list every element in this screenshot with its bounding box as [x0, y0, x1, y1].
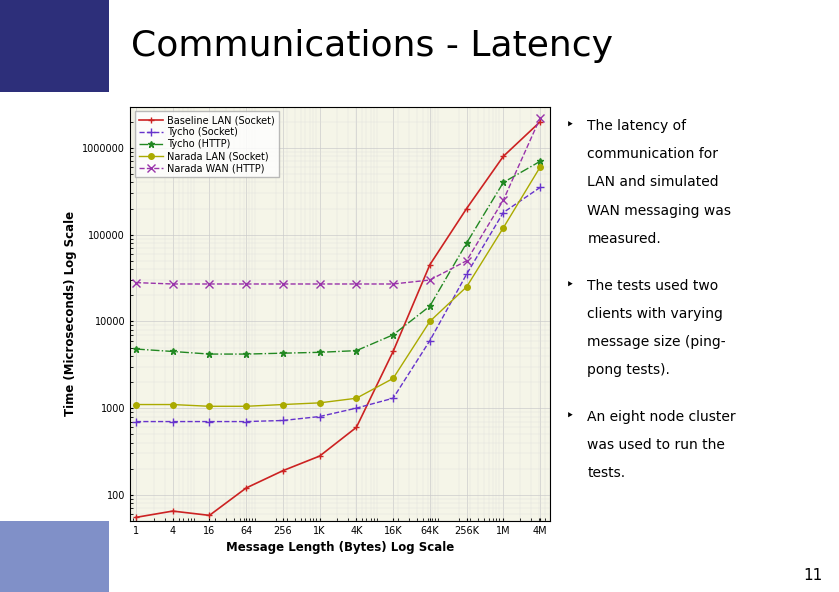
Tycho (HTTP) [241, 350, 251, 358]
Tycho (HTTP) [278, 350, 288, 357]
Narada WAN (HTTP) [388, 281, 399, 288]
Tycho (Socket) [498, 209, 508, 216]
Tycho (Socket) [168, 418, 178, 425]
Tycho (Socket) [388, 395, 399, 402]
Tycho (HTTP) [352, 347, 362, 354]
Narada LAN (Socket) [461, 284, 472, 291]
Narada WAN (HTTP) [425, 276, 435, 284]
Tycho (HTTP) [168, 348, 178, 355]
Narada WAN (HTTP) [205, 281, 215, 288]
Text: ‣: ‣ [566, 279, 575, 292]
Text: LAN and simulated: LAN and simulated [587, 175, 719, 189]
Narada LAN (Socket) [498, 224, 508, 231]
Baseline LAN (Socket) [352, 424, 362, 431]
Tycho (HTTP) [425, 303, 435, 310]
Tycho (HTTP) [131, 346, 141, 353]
Tycho (HTTP) [498, 179, 508, 186]
Tycho (Socket) [315, 413, 325, 420]
Narada WAN (HTTP) [352, 281, 362, 288]
Narada LAN (Socket) [425, 318, 435, 325]
Tycho (Socket) [535, 184, 545, 191]
Narada LAN (Socket) [535, 163, 545, 170]
Text: The latency of: The latency of [587, 119, 686, 133]
Text: ‣: ‣ [566, 119, 575, 133]
Text: 11: 11 [804, 568, 822, 583]
Narada WAN (HTTP) [131, 279, 141, 286]
Baseline LAN (Socket) [535, 118, 545, 126]
Narada LAN (Socket) [205, 403, 215, 410]
Line: Narada LAN (Socket): Narada LAN (Socket) [133, 165, 543, 409]
Line: Narada WAN (HTTP): Narada WAN (HTTP) [132, 114, 545, 288]
Baseline LAN (Socket) [205, 512, 215, 519]
Tycho (Socket) [241, 418, 251, 425]
Text: An eight node cluster: An eight node cluster [587, 410, 736, 424]
Narada LAN (Socket) [352, 395, 362, 402]
Line: Tycho (Socket): Tycho (Socket) [132, 184, 545, 426]
Text: pong tests).: pong tests). [587, 363, 670, 377]
Narada LAN (Socket) [388, 375, 399, 382]
Baseline LAN (Socket) [131, 514, 141, 521]
Narada WAN (HTTP) [241, 281, 251, 288]
Narada LAN (Socket) [278, 401, 288, 408]
Tycho (Socket) [205, 418, 215, 425]
Text: message size (ping-: message size (ping- [587, 335, 726, 349]
Baseline LAN (Socket) [425, 261, 435, 268]
Baseline LAN (Socket) [498, 153, 508, 160]
Text: was used to run the: was used to run the [587, 438, 726, 452]
Text: The tests used two: The tests used two [587, 279, 719, 292]
Text: Communications - Latency: Communications - Latency [131, 29, 613, 63]
Legend: Baseline LAN (Socket), Tycho (Socket), Tycho (HTTP), Narada LAN (Socket), Narada: Baseline LAN (Socket), Tycho (Socket), T… [135, 111, 279, 177]
Tycho (HTTP) [388, 332, 399, 339]
Text: clients with varying: clients with varying [587, 307, 723, 321]
Bar [0, 521, 109, 592]
Narada WAN (HTTP) [461, 257, 472, 264]
Narada LAN (Socket) [168, 401, 178, 408]
Narada LAN (Socket) [315, 400, 325, 407]
Text: ‣: ‣ [566, 410, 575, 424]
X-axis label: Message Length (Bytes) Log Scale: Message Length (Bytes) Log Scale [226, 541, 454, 554]
Tycho (Socket) [131, 418, 141, 425]
Y-axis label: Time (Microseconds) Log Scale: Time (Microseconds) Log Scale [64, 211, 76, 416]
Baseline LAN (Socket) [241, 484, 251, 491]
Tycho (Socket) [352, 404, 362, 411]
Baseline LAN (Socket) [278, 467, 288, 474]
Baseline LAN (Socket) [315, 452, 325, 459]
Tycho (HTTP) [461, 240, 472, 247]
Tycho (Socket) [278, 417, 288, 424]
Narada WAN (HTTP) [498, 197, 508, 204]
Line: Tycho (HTTP): Tycho (HTTP) [133, 158, 544, 358]
Tycho (HTTP) [315, 349, 325, 356]
Baseline LAN (Socket) [168, 507, 178, 514]
Narada WAN (HTTP) [535, 115, 545, 122]
Narada WAN (HTTP) [315, 281, 325, 288]
Baseline LAN (Socket) [388, 348, 399, 355]
Narada WAN (HTTP) [168, 281, 178, 288]
Bar [0, 0, 109, 92]
Tycho (HTTP) [205, 350, 215, 358]
Text: tests.: tests. [587, 466, 626, 480]
Text: WAN messaging was: WAN messaging was [587, 204, 732, 217]
Narada LAN (Socket) [241, 403, 251, 410]
Narada LAN (Socket) [131, 401, 141, 408]
Narada WAN (HTTP) [278, 281, 288, 288]
Tycho (Socket) [425, 337, 435, 344]
Baseline LAN (Socket) [461, 205, 472, 212]
Tycho (HTTP) [535, 158, 545, 165]
Text: communication for: communication for [587, 147, 718, 161]
Text: measured.: measured. [587, 231, 661, 246]
Tycho (Socket) [461, 271, 472, 278]
Line: Baseline LAN (Socket): Baseline LAN (Socket) [133, 119, 543, 520]
